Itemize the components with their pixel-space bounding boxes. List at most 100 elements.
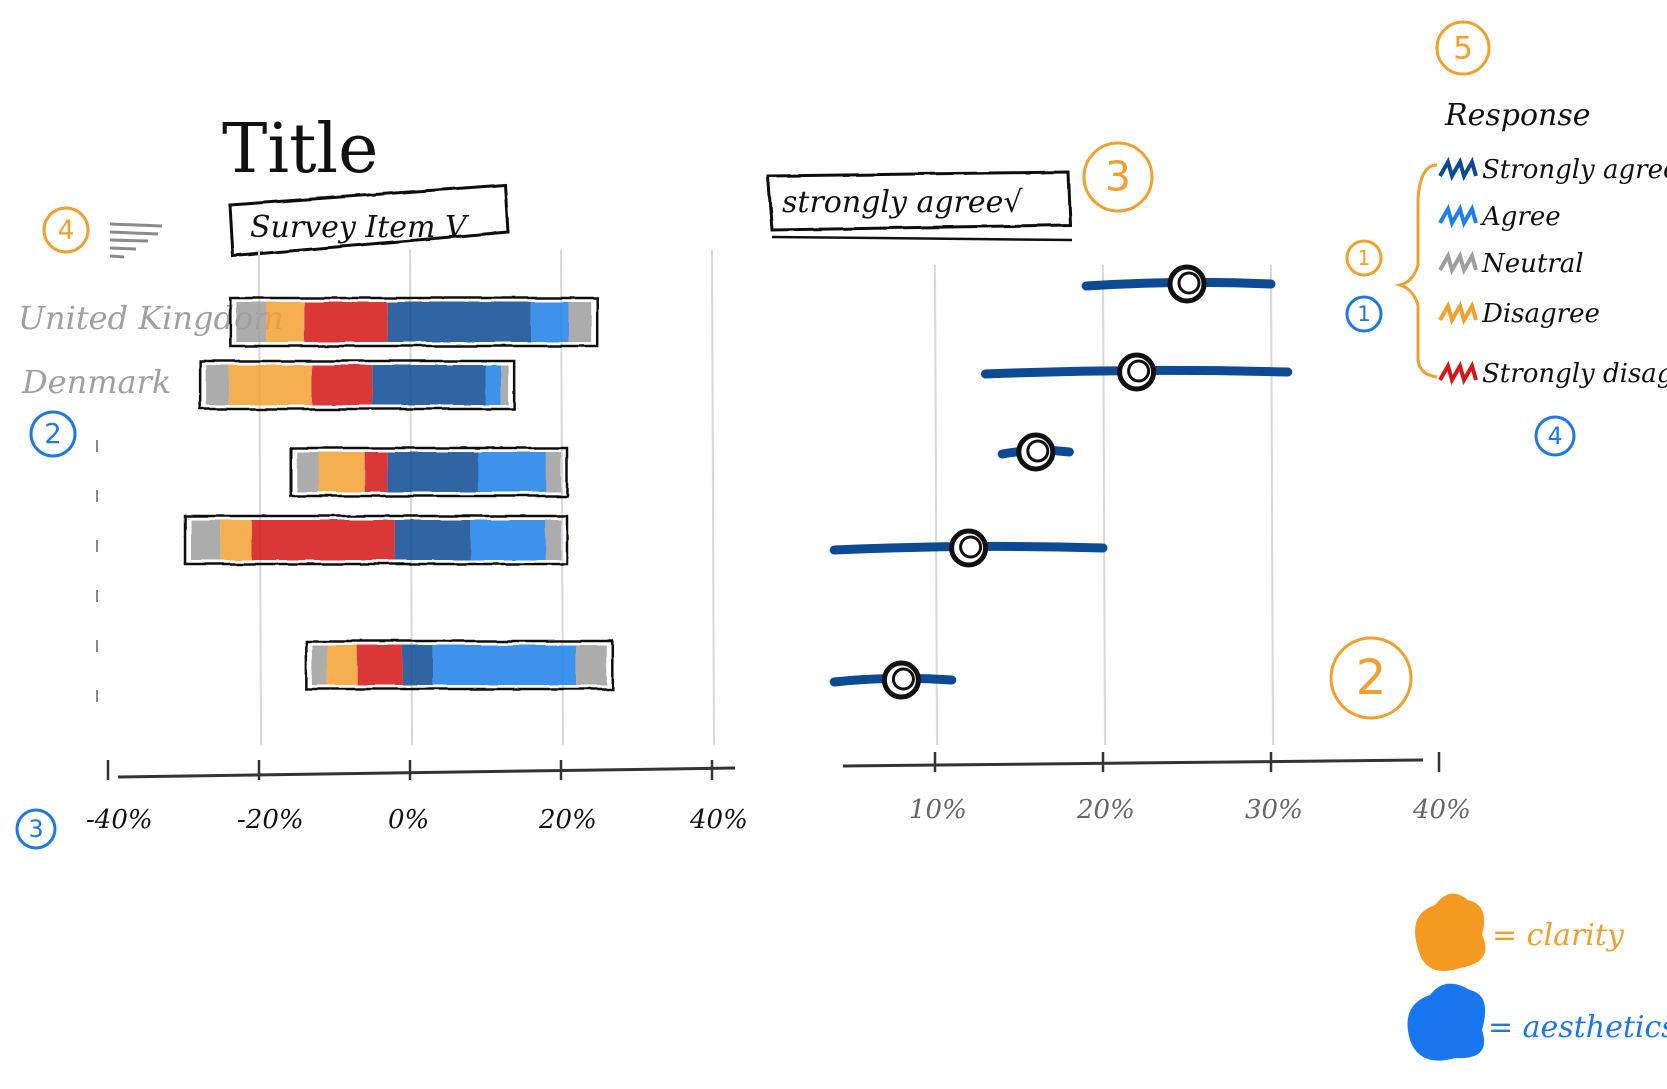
annotation-number: 1 [1357, 302, 1371, 327]
right-gridline [1270, 264, 1274, 746]
legend-item-disagree: Disagree [1438, 299, 1600, 329]
legend-swatch [1438, 250, 1478, 276]
bar-segment-disagree [319, 452, 365, 492]
left-chart-x-axis [117, 766, 736, 779]
annotation-number: 1 [1358, 246, 1371, 270]
chart-title: Title [222, 110, 378, 189]
category-label-denmark: Denmark [21, 363, 171, 401]
bar-segment-neutral [545, 520, 561, 560]
bar-segment-strongly-disagree [311, 365, 373, 405]
left-chart-ticks: -40% -20% 0% 20% 40% [86, 760, 748, 835]
bar-row[interactable] [289, 446, 569, 498]
bar-outline [304, 639, 614, 691]
key-aesthetics-label: = aesthetics [1488, 1010, 1667, 1045]
left-tick-label: 20% [538, 805, 597, 835]
bar-segment-strongly-disagree [251, 520, 395, 560]
bar-row[interactable] [198, 359, 516, 411]
sort-icon[interactable] [109, 222, 163, 259]
left-tick-label: 40% [689, 805, 748, 835]
bar-outline [229, 296, 599, 348]
left-tick-label: 0% [388, 805, 429, 835]
bar-segment-agree [432, 645, 577, 685]
left-chart-bars [183, 296, 614, 691]
annotation-number: 2 [44, 418, 62, 450]
survey-item-dropdown-label: Survey Item V [250, 210, 470, 245]
annotation-number: 4 [1547, 422, 1562, 450]
bar-segment-strongly-agree [387, 302, 531, 342]
bar-segment-strongly-disagree [364, 452, 388, 492]
legend-swatch [1438, 300, 1478, 326]
legend-swatch [1438, 203, 1478, 229]
range-point[interactable] [1081, 264, 1276, 304]
bar-outline [289, 446, 569, 498]
value-dot-scribble [1127, 359, 1151, 383]
bar-segment-disagree [326, 645, 358, 685]
bar-segment-neutral [311, 645, 327, 685]
bar-segment-strongly-disagree [304, 302, 388, 342]
annotation-number: 2 [1356, 650, 1387, 706]
bar-segment-disagree [228, 365, 312, 405]
bar-outline [198, 359, 516, 411]
value-dot-scribble [1026, 439, 1050, 463]
response-dropdown-label: strongly agree√ [782, 185, 1023, 220]
annotation-blue: 3 [15, 808, 57, 850]
bar-segment-neutral [296, 452, 320, 492]
left-tick-label: -40% [86, 805, 153, 835]
annotation-blue: 4 [1534, 415, 1576, 457]
range-point[interactable] [980, 352, 1293, 392]
legend-item-agree: Agree [1438, 202, 1561, 232]
annotation-number: 3 [1105, 153, 1131, 201]
legend-title: Response [1444, 98, 1590, 133]
annotation-number: 3 [28, 815, 43, 843]
annotation-blue: 1 [1345, 295, 1383, 333]
left-gridline [711, 249, 715, 746]
bar-segment-strongly-agree [394, 520, 471, 560]
bar-segment-neutral [576, 645, 607, 685]
bar-segment-neutral [500, 365, 509, 405]
annotation-blue: 2 [29, 410, 77, 458]
bar-segment-disagree [221, 520, 252, 560]
range-point[interactable] [997, 432, 1074, 472]
legend-label: Disagree [1481, 299, 1600, 329]
range-point[interactable] [829, 528, 1108, 568]
bar-segment-neutral [191, 520, 222, 560]
legend-swatch [1438, 156, 1478, 182]
annotation-number: 5 [1453, 30, 1473, 66]
bar-row[interactable] [183, 514, 569, 566]
key-aesthetics: = aesthetics [1407, 983, 1667, 1061]
bar-segment-strongly-agree [402, 645, 433, 685]
annotations: 4 3 5 1 2 2 3 1 4 [15, 20, 1576, 850]
value-dot-scribble [959, 535, 983, 559]
right-gridline [1102, 264, 1106, 746]
annotation-orange: 3 [1082, 141, 1154, 213]
bar-segment-disagree [266, 302, 305, 342]
response-dropdown[interactable]: strongly agree√ [766, 170, 1073, 242]
legend-item-strongly-disagree: Strongly disagree [1438, 359, 1667, 389]
right-chart-ticks: 10% 20% 30% 40% [909, 752, 1471, 825]
bar-segment-strongly-disagree [357, 645, 403, 685]
value-dot-scribble [891, 667, 915, 691]
bar-segment-agree [485, 365, 501, 405]
right-gridline [934, 264, 938, 746]
left-tick-label: -20% [237, 805, 304, 835]
bar-segment-strongly-agree [387, 452, 478, 492]
legend-item-strongly-agree: Strongly agree [1438, 155, 1667, 185]
legend-label: Agree [1480, 202, 1561, 232]
survey-item-dropdown[interactable]: Survey Item V [228, 183, 510, 258]
range-point[interactable] [829, 660, 957, 700]
annotation-orange: 4 [42, 206, 90, 254]
right-chart-gridlines [934, 264, 1274, 746]
legend-label: Neutral [1481, 249, 1584, 279]
bar-row[interactable] [304, 639, 614, 691]
legend: Response Strongly agree Agree Neutral Disag… [1394, 98, 1667, 389]
annotation-orange: 1 [1345, 239, 1383, 277]
bar-segment-neutral [545, 452, 561, 492]
legend-label: Strongly disagree [1482, 359, 1667, 389]
bar-row[interactable] [229, 296, 599, 348]
value-dot-scribble [1177, 271, 1201, 295]
bar-segment-agree [530, 302, 569, 342]
bar-segment-neutral [236, 302, 267, 342]
legend-label: Strongly agree [1482, 155, 1667, 185]
right-chart-x-axis [842, 758, 1424, 768]
